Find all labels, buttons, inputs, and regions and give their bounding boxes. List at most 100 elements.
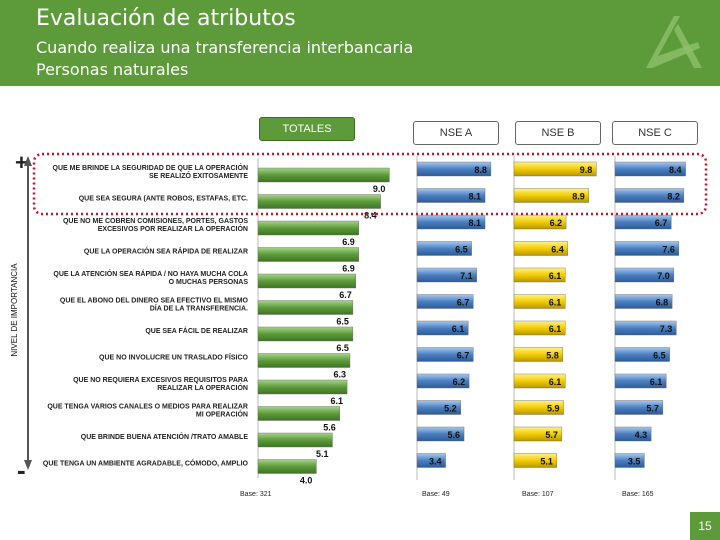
bar — [513, 294, 566, 309]
bar — [614, 267, 674, 283]
category-label: QUE TENGA VARIOS CANALES O MEDIOS PARA R… — [47, 404, 248, 419]
data-label: 6.2 — [550, 218, 563, 228]
category-label-line: QUE EL ABONO DEL DINERO SEA EFECTIVO EL … — [60, 298, 249, 305]
axis-plus: + — [15, 150, 28, 175]
bar — [614, 320, 677, 336]
category-label: QUE NO REQUIERA EXCESIVOS REQUISITOS PAR… — [73, 377, 248, 392]
data-label: 6.5 — [455, 245, 468, 255]
page-subtitle-line1: Cuando realiza una transferencia interba… — [36, 38, 414, 57]
bar — [513, 267, 566, 283]
bar — [257, 459, 317, 474]
data-label: 6.5 — [336, 317, 349, 327]
data-label: 9.8 — [580, 165, 593, 175]
category-label: QUE LA ATENCIÓN SEA RÁPIDA / NO HAYA MUC… — [53, 269, 248, 286]
data-label: 8.4 — [364, 211, 377, 221]
data-label: 6.1 — [549, 271, 562, 281]
bar — [257, 300, 354, 315]
data-label: 6.1 — [650, 377, 663, 387]
data-label: 6.5 — [336, 343, 349, 353]
base-label: Base: 49 — [422, 491, 450, 498]
category-label-line: REALIZAR LA OPERACIÓN — [157, 383, 248, 392]
data-label: 5.2 — [444, 404, 457, 414]
category-label-line: QUE TENGA UN AMBIENTE AGRADABLE, CÓMODO,… — [43, 459, 249, 468]
data-label: 3.5 — [628, 457, 641, 467]
data-label: 6.4 — [551, 245, 564, 255]
data-label: 6.1 — [452, 324, 465, 334]
bar — [513, 320, 566, 336]
category-label-line: QUE SEA FÁCIL DE REALIZAR — [145, 326, 248, 335]
data-label: 5.6 — [323, 423, 336, 433]
category-label-line: QUE ME BRINDE LA SEGURIDAD DE QUE LA OPE… — [53, 163, 249, 172]
page-title: Evaluación de atributos — [36, 6, 296, 31]
category-label-line: MI OPERACIÓN — [196, 410, 248, 419]
bar — [513, 400, 564, 415]
data-label: 6.2 — [453, 377, 466, 387]
bar — [416, 347, 474, 362]
data-label: 6.3 — [333, 370, 346, 380]
data-label: 8.1 — [469, 192, 482, 202]
category-label-line: DÍA DE LA TRANSFERENCIA. — [150, 304, 248, 313]
bar — [416, 241, 472, 256]
bar — [416, 188, 486, 203]
bar — [513, 347, 563, 362]
data-label: 5.9 — [547, 404, 560, 414]
data-label: 6.7 — [457, 351, 470, 361]
data-label: 6.8 — [656, 298, 669, 308]
data-label: 8.9 — [572, 192, 585, 202]
bar — [513, 214, 567, 230]
bar — [257, 273, 357, 289]
bar — [416, 320, 469, 336]
category-label-line: QUE SEA SEGURA (ANTE ROBOS, ESTAFAS, ETC… — [79, 196, 248, 203]
bar — [614, 426, 652, 442]
bar — [614, 188, 685, 203]
data-label: 7.3 — [660, 324, 673, 334]
data-label: 6.7 — [655, 218, 668, 228]
data-label: 8.2 — [667, 192, 680, 202]
bar — [513, 188, 589, 203]
bar — [416, 400, 461, 415]
category-label: QUE EL ABONO DEL DINERO SEA EFECTIVO EL … — [60, 298, 249, 313]
bar — [257, 326, 354, 342]
bar — [257, 353, 351, 368]
bar — [257, 194, 381, 209]
bar — [513, 426, 563, 442]
category-label: QUE NO ME COBREN COMISIONES, PORTES, GAS… — [63, 218, 248, 233]
bar — [614, 241, 680, 256]
data-label: 3.4 — [429, 457, 442, 467]
bar — [416, 161, 492, 177]
data-label: 5.1 — [540, 457, 553, 467]
data-label: 6.9 — [342, 264, 355, 274]
bar — [257, 406, 340, 421]
category-label-line: QUE BRINDE BUENA ATENCIÓN /TRATO AMABLE — [81, 432, 249, 441]
data-label: 7.0 — [657, 271, 670, 281]
data-label: 4.0 — [300, 476, 313, 486]
data-label: 9.0 — [373, 184, 386, 194]
pill-totales: TOTALES — [259, 117, 355, 141]
data-label: 5.7 — [545, 430, 558, 440]
category-label: QUE SEA SEGURA (ANTE ROBOS, ESTAFAS, ETC… — [79, 196, 248, 203]
bar — [257, 167, 390, 183]
header-banner: Evaluación de atributos Cuando realiza u… — [0, 0, 720, 86]
category-label: QUE BRINDE BUENA ATENCIÓN /TRATO AMABLE — [81, 432, 249, 441]
data-label: 6.7 — [457, 298, 470, 308]
bar — [614, 453, 645, 468]
data-label: 6.1 — [331, 396, 344, 406]
category-label: QUE TENGA UN AMBIENTE AGRADABLE, CÓMODO,… — [43, 459, 249, 468]
data-label: 6.5 — [653, 351, 666, 361]
bar — [513, 453, 558, 468]
data-label: 8.8 — [474, 165, 487, 175]
category-label-line: O MUCHAS PERSONAS — [169, 279, 249, 286]
base-label: Base: 107 — [522, 491, 554, 498]
category-label-line: QUE LA ATENCIÓN SEA RÁPIDA / NO HAYA MUC… — [53, 269, 248, 278]
bar — [416, 267, 477, 283]
bar — [513, 161, 597, 177]
data-label: 7.6 — [662, 245, 675, 255]
bar — [513, 373, 566, 389]
data-label: 7.1 — [460, 271, 473, 281]
bar — [257, 379, 348, 395]
bar — [257, 220, 359, 236]
bar — [614, 214, 672, 230]
base-label: Base: 321 — [240, 491, 272, 498]
bar — [614, 294, 673, 309]
